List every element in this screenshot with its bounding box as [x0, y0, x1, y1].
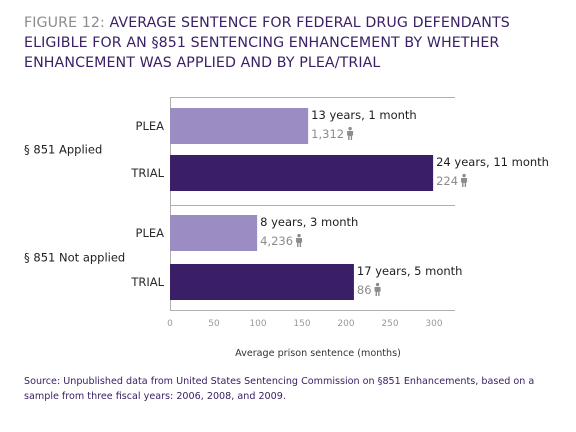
person-icon [461, 173, 468, 187]
count-label: 1,312 [311, 127, 344, 141]
group-label: § 851 Not applied [24, 251, 125, 265]
category-label: TRIAL [130, 166, 164, 180]
x-tick-label: 50 [208, 319, 220, 329]
group-label: § 851 Applied [24, 143, 102, 157]
x-tick-label: 200 [337, 319, 354, 329]
duration-label: 13 years, 1 month [311, 108, 417, 122]
x-tick-label: 250 [381, 319, 398, 329]
figure-title: AVERAGE SENTENCE FOR FEDERAL DRUG DEFEND… [24, 15, 510, 71]
category-label: PLEA [136, 119, 165, 133]
x-tick-label: 300 [425, 319, 442, 329]
count-label: 86 [357, 283, 372, 297]
count-label: 224 [436, 174, 458, 188]
duration-label: 24 years, 11 month [436, 155, 549, 169]
category-label: PLEA [136, 226, 165, 240]
x-tick-label: 0 [167, 319, 173, 329]
bar [170, 215, 258, 251]
person-icon [374, 282, 381, 296]
count-label: 4,236 [260, 234, 293, 248]
duration-label: 17 years, 5 month [357, 264, 463, 278]
duration-label: 8 years, 3 month [260, 215, 358, 229]
bar [170, 155, 434, 191]
x-tick-label: 150 [293, 319, 310, 329]
person-icon [296, 233, 303, 247]
bar [170, 108, 309, 144]
x-tick-label: 100 [249, 319, 266, 329]
source-note: Source: Unpublished data from United Sta… [24, 376, 535, 402]
chart-title: FIGURE 12: AVERAGE SENTENCE FOR FEDERAL … [24, 13, 564, 73]
x-axis-title: Average prison sentence (months) [235, 348, 401, 359]
figure-number: FIGURE 12: [24, 15, 105, 31]
person-icon [347, 126, 354, 140]
category-label: TRIAL [130, 275, 164, 289]
bar [170, 264, 354, 300]
